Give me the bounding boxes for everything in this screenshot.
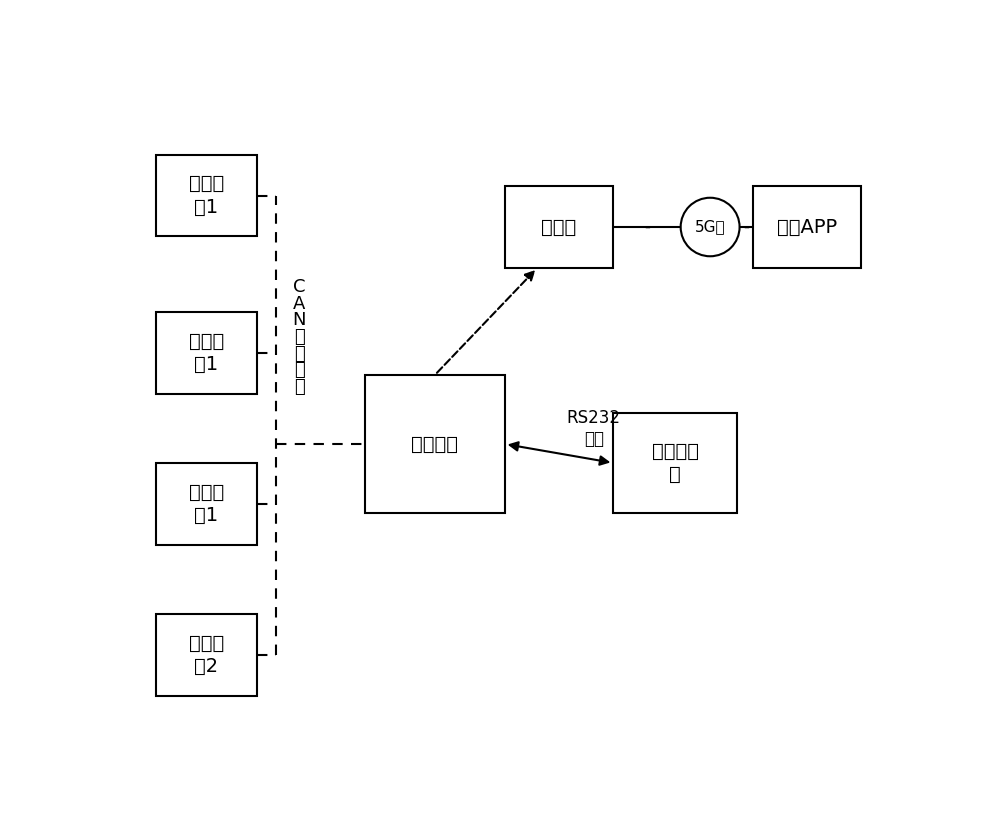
Text: 检测节
点1: 检测节 点1 <box>189 332 224 374</box>
Text: 云平台: 云平台 <box>541 217 577 236</box>
Text: 控制节
点2: 控制节 点2 <box>189 633 224 676</box>
Bar <box>156 463 257 545</box>
Bar <box>505 186 613 268</box>
Bar <box>156 154 257 236</box>
Text: 现场监控
端: 现场监控 端 <box>652 442 699 484</box>
Text: -: - <box>743 218 749 236</box>
Bar <box>365 375 505 513</box>
Text: 检测节
点1: 检测节 点1 <box>189 174 224 217</box>
Ellipse shape <box>681 198 740 257</box>
Text: 检测节
点1: 检测节 点1 <box>189 483 224 525</box>
Text: 手机APP: 手机APP <box>777 217 837 236</box>
Text: RS232
接口: RS232 接口 <box>567 409 621 448</box>
Bar <box>156 614 257 696</box>
Bar <box>613 413 737 513</box>
Bar <box>753 186 861 268</box>
Bar <box>156 312 257 394</box>
Text: 5G网: 5G网 <box>695 220 725 234</box>
Text: C
A
N
总
线
网
络: C A N 总 线 网 络 <box>293 279 306 396</box>
Text: 网关节点: 网关节点 <box>412 435 458 453</box>
Text: -: - <box>644 218 650 236</box>
